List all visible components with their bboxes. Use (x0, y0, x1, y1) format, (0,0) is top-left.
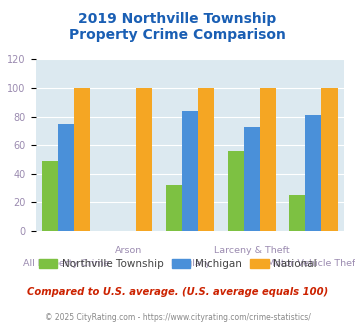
Bar (244, 127, 260, 231)
Text: 2019 Northville Township: 2019 Northville Township (78, 12, 277, 25)
Bar (58, 124, 75, 231)
Bar (289, 195, 305, 231)
Bar (166, 185, 182, 231)
Bar (322, 88, 338, 231)
Bar (136, 88, 152, 231)
Bar (75, 88, 91, 231)
Bar (182, 111, 198, 231)
Legend: Northville Township, Michigan, National: Northville Township, Michigan, National (34, 254, 321, 273)
Text: Motor Vehicle Theft: Motor Vehicle Theft (267, 259, 355, 268)
Bar (305, 115, 322, 231)
Bar (198, 88, 214, 231)
Bar (42, 161, 58, 231)
Text: Property Crime Comparison: Property Crime Comparison (69, 28, 286, 42)
Text: Compared to U.S. average. (U.S. average equals 100): Compared to U.S. average. (U.S. average … (27, 287, 328, 297)
Text: Arson: Arson (115, 246, 142, 255)
Text: Burglary: Burglary (170, 259, 210, 268)
Text: © 2025 CityRating.com - https://www.cityrating.com/crime-statistics/: © 2025 CityRating.com - https://www.city… (45, 313, 310, 322)
Text: Larceny & Theft: Larceny & Theft (214, 246, 290, 255)
Text: All Property Crime: All Property Crime (23, 259, 110, 268)
Bar (260, 88, 276, 231)
Bar (228, 151, 244, 231)
